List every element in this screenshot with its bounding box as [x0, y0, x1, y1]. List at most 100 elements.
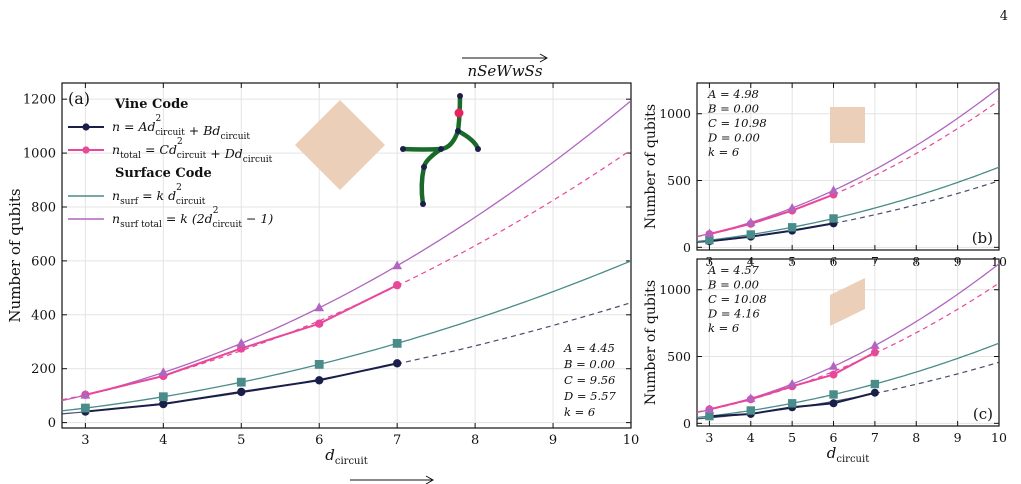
y-axis-label: Number of qubits [643, 280, 659, 405]
page-number: 4 [1000, 9, 1008, 24]
marker-vine-n [870, 388, 879, 397]
vine-node [400, 146, 406, 152]
param-label: D = 4.16 [707, 307, 760, 321]
marker-vine-n [237, 387, 246, 397]
y-axis-label: Number of qubits [643, 104, 659, 229]
fit-line-vine-total-dashed [833, 100, 999, 196]
top-arrow: nSeWwSs [462, 53, 549, 80]
x-tick-label: 5 [237, 433, 245, 448]
plot-frame [696, 258, 1000, 427]
marker-surf [80, 403, 90, 413]
x-axis-label: dcircuit [325, 446, 367, 467]
marker-surf-total [158, 367, 169, 376]
vine-node [455, 128, 461, 134]
vine-icon [400, 93, 481, 207]
marker-surf-total [746, 393, 756, 402]
x-tick-label: 5 [788, 430, 796, 445]
y-axis-label: Number of qubits [6, 188, 24, 322]
vine-node [457, 93, 463, 99]
legend-surf-header: Surface Code [115, 166, 212, 181]
y-tick-label: 0 [48, 416, 56, 431]
legend-vine-total-label: ntotal = Cd2 circuit + Ddcircuit [112, 137, 273, 165]
parallelogram-shape-c [830, 278, 865, 326]
param-label: C = 10.08 [708, 292, 767, 306]
vine-node [420, 201, 426, 207]
param-label: k = 6 [708, 145, 739, 159]
fit-line-vine-n-dashed [833, 180, 999, 224]
marker-surf [829, 214, 838, 223]
marker-surf [787, 223, 797, 232]
vine-branch-1 [400, 93, 463, 152]
x-tick-label: 9 [954, 430, 962, 445]
marker-surf-total [787, 203, 797, 212]
x-tick-label: 7 [871, 430, 879, 445]
marker-surf [392, 338, 402, 348]
y-tick-label: 1000 [23, 147, 56, 162]
y-tick-label: 1000 [659, 106, 691, 121]
marker-vine-total [870, 348, 879, 357]
marker-surf-total [236, 338, 247, 347]
top-arrow-head [539, 53, 549, 63]
marker-vine-n [829, 399, 838, 408]
y-tick-label: 400 [31, 308, 56, 323]
marker-surf [787, 399, 797, 408]
series-line-surf [697, 342, 999, 419]
param-label: A = 4.57 [707, 263, 760, 277]
marker-surf [870, 379, 880, 389]
x-tick-label: 4 [747, 430, 755, 445]
legend-surf-label: nsurf = k d2 circuit [112, 183, 206, 207]
marker-surf [236, 377, 246, 387]
bottom-arrow-head [425, 475, 435, 484]
marker-surf-total [870, 340, 880, 349]
legend-vine-total-marker [82, 146, 90, 154]
marker-surf [746, 230, 755, 239]
panel-label: (c) [973, 405, 993, 423]
series-line-surf [62, 260, 631, 412]
y-tick-label: 200 [31, 362, 56, 377]
vine-branch-2 [419, 146, 444, 207]
y-tick-label: 1000 [659, 282, 691, 297]
marker-surf-total [828, 185, 839, 194]
marker-vine-n [315, 376, 324, 385]
fit-line-vine-total [697, 193, 834, 238]
marker-surf-total [704, 404, 715, 414]
x-tick-label: 10 [623, 433, 640, 448]
param-label: C = 10.98 [708, 116, 767, 130]
x-tick-label: 10 [991, 430, 1007, 445]
legend-vine-n-marker [82, 123, 90, 131]
fit-line-vine-total-dashed [396, 149, 631, 287]
vine-node [438, 146, 444, 152]
x-axis-label: dcircuit [827, 444, 869, 465]
legend: Vine Code n = Ad2 circuit + Bdcircuit nto… [68, 97, 273, 230]
legend-surf-total-label: nsurf total = k (2d2 circuit − 1) [112, 206, 273, 230]
marker-surf [829, 390, 838, 399]
marker-surf-total [828, 361, 839, 370]
square-shape-b [830, 107, 865, 143]
x-tick-label: 6 [315, 433, 323, 448]
fit-line-vine-total [62, 285, 398, 401]
param-label: B = 0.00 [707, 278, 759, 292]
fit-line-vine-total-dashed [874, 282, 999, 354]
param-label: D = 0.00 [707, 131, 760, 145]
y-tick-label: 0 [683, 240, 691, 255]
vine-node [421, 164, 427, 170]
marker-surf [705, 411, 714, 421]
marker-vine-total [315, 319, 324, 328]
series-line-surf-total [62, 100, 631, 402]
marker-surf [705, 235, 714, 245]
series-line-vine-n [709, 222, 834, 243]
y-tick-label: 500 [667, 173, 691, 188]
vine-node [475, 146, 481, 152]
param-label: B = 0.00 [707, 102, 759, 116]
param-label: A = 4.45 [563, 341, 615, 355]
marker-vine-n [392, 359, 402, 368]
x-tick-label: 8 [471, 433, 479, 448]
x-tick-label: 7 [393, 433, 401, 448]
x-tick-label: 6 [830, 430, 838, 445]
fit-line-vine-n-dashed [397, 302, 631, 365]
param-label: k = 6 [564, 405, 595, 419]
x-tick-label: 8 [912, 430, 920, 445]
param-label: k = 6 [708, 321, 739, 335]
fit-line-vine-n-dashed [874, 361, 999, 394]
